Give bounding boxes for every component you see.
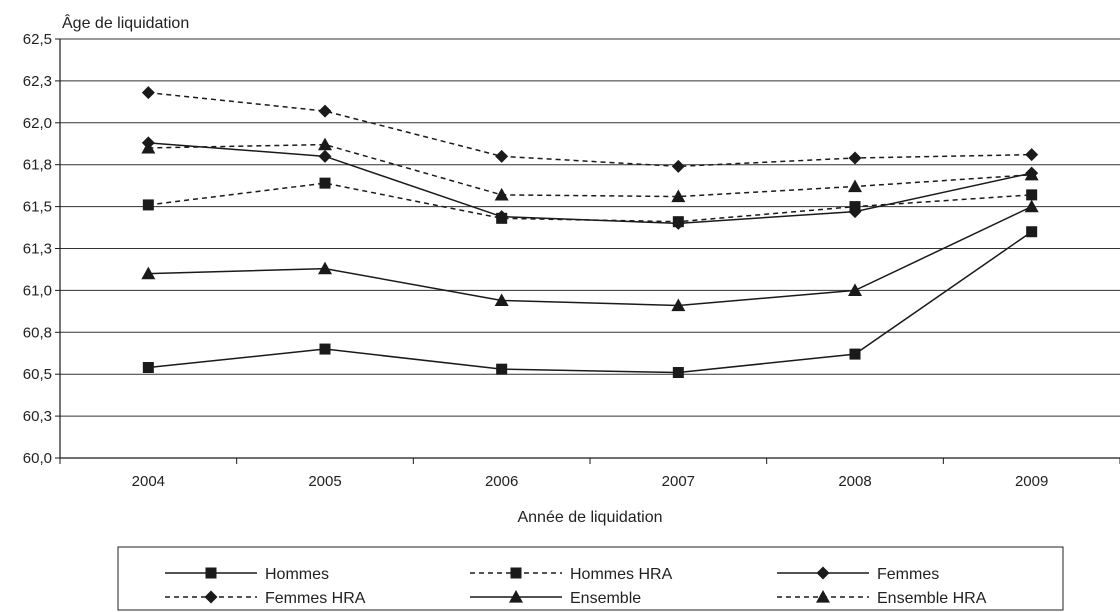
- x-axis: 2004 2005 2006 2007 2008 2009: [59, 457, 1120, 490]
- data-point-ensemble-hra: [141, 140, 156, 154]
- data-point-hommes: [1026, 226, 1038, 238]
- data-point-femmes: [495, 210, 509, 224]
- data-point-femmes-hra: [495, 149, 509, 163]
- legend-item-femmes: Femmes: [777, 566, 939, 583]
- data-point-ensemble-hra: [318, 137, 332, 151]
- y-axis: 60,0 60,3 60,5 60,8 61,0 61,3 61,5 61,8 62,0 62,3…: [23, 31, 61, 467]
- legend-item-ensemble-hra: Ensemble HRA: [777, 590, 987, 607]
- data-point-hommes: [319, 343, 331, 355]
- legend-item-hommes-hra: Hommes HRA: [470, 566, 673, 583]
- series-ensemble: [141, 199, 1039, 312]
- y-axis-title: Âge de liquidation: [62, 13, 189, 32]
- data-point-ensemble: [1024, 199, 1039, 213]
- legend-label: Hommes: [265, 566, 329, 583]
- data-point-ensemble: [848, 283, 862, 296]
- gridlines: [60, 38, 1120, 417]
- data-point-hommes: [849, 348, 861, 360]
- data-point-femmes-hra: [1025, 148, 1039, 162]
- series-line-ensemble: [148, 205, 1032, 307]
- data-point-hommes: [672, 367, 684, 379]
- y-tick-label: 60,3: [23, 408, 52, 425]
- data-point-femmes-hra: [671, 159, 685, 173]
- legend: Hommes Hommes HRA Femmes Femmes HRA Ensemble…: [117, 546, 1064, 611]
- data-point-femmes: [671, 216, 685, 230]
- y-tick-label: 61,0: [23, 282, 52, 299]
- data-point-ensemble-hra: [494, 187, 509, 201]
- data-point-ensemble-hra: [1024, 167, 1039, 181]
- series-line-femmes: [148, 142, 1032, 225]
- data-point-femmes-hra: [848, 151, 862, 165]
- data-point-femmes-hra: [141, 86, 155, 100]
- series-hommes: [142, 226, 1038, 379]
- legend-swatch-marker: [510, 567, 522, 579]
- y-tick-label: 61,3: [23, 241, 52, 258]
- data-point-ensemble-hra: [848, 179, 862, 193]
- legend-label: Ensemble HRA: [877, 590, 987, 607]
- legend-swatch-marker: [205, 567, 217, 579]
- data-point-hommes: [496, 363, 508, 375]
- y-tick-label: 62,5: [23, 31, 52, 48]
- series-line-hommes: [148, 231, 1033, 374]
- legend-label: Hommes HRA: [570, 566, 673, 583]
- y-tick-label: 60,8: [23, 324, 52, 341]
- data-point-ensemble: [318, 261, 332, 275]
- legend-swatch-marker: [509, 590, 523, 603]
- y-tick-label: 61,8: [23, 157, 52, 174]
- y-tick-label: 62,0: [23, 115, 52, 132]
- data-point-ensemble: [494, 293, 509, 307]
- legend-swatch-marker: [816, 566, 830, 580]
- legend-box: [117, 546, 1064, 611]
- legend-swatch-marker: [204, 590, 218, 604]
- data-point-hommes: [142, 361, 154, 373]
- series-femmes: [141, 136, 1039, 230]
- data-point-ensemble: [141, 266, 156, 280]
- x-tick-label: 2005: [308, 473, 341, 490]
- legend-item-hommes: Hommes: [165, 566, 329, 583]
- data-point-hommes-hra: [1026, 189, 1038, 201]
- series-femmes-hra: [141, 86, 1039, 173]
- data-point-hommes-hra: [319, 177, 331, 189]
- y-tick-label: 60,0: [23, 450, 52, 467]
- legend-swatch-marker: [816, 590, 830, 603]
- legend-label: Ensemble: [570, 590, 641, 607]
- x-axis-title: Année de liquidation: [517, 509, 662, 526]
- x-tick-label: 2006: [485, 473, 518, 490]
- series-line-femmes-hra: [148, 91, 1032, 168]
- series-ensemble-hra: [141, 137, 1039, 203]
- data-point-femmes-hra: [318, 104, 332, 118]
- y-tick-label: 62,3: [23, 73, 52, 90]
- y-tick-label: 60,5: [23, 366, 52, 383]
- legend-label: Femmes: [877, 566, 939, 583]
- x-tick-label: 2007: [662, 473, 695, 490]
- legend-item-femmes-hra: Femmes HRA: [165, 590, 366, 607]
- data-point-hommes-hra: [142, 199, 154, 211]
- data-point-femmes: [318, 149, 332, 163]
- y-tick-label: 61,5: [23, 199, 52, 216]
- series-line-ensemble-hra: [148, 143, 1032, 198]
- x-tick-label: 2008: [838, 473, 871, 490]
- data-point-ensemble-hra: [671, 189, 686, 203]
- data-point-femmes: [848, 205, 862, 219]
- data-point-ensemble: [671, 298, 686, 312]
- x-tick-label: 2009: [1015, 473, 1048, 490]
- x-tick-label: 2004: [132, 473, 165, 490]
- legend-item-ensemble: Ensemble: [470, 590, 641, 607]
- legend-label: Femmes HRA: [265, 590, 366, 607]
- plot-area: [141, 86, 1039, 379]
